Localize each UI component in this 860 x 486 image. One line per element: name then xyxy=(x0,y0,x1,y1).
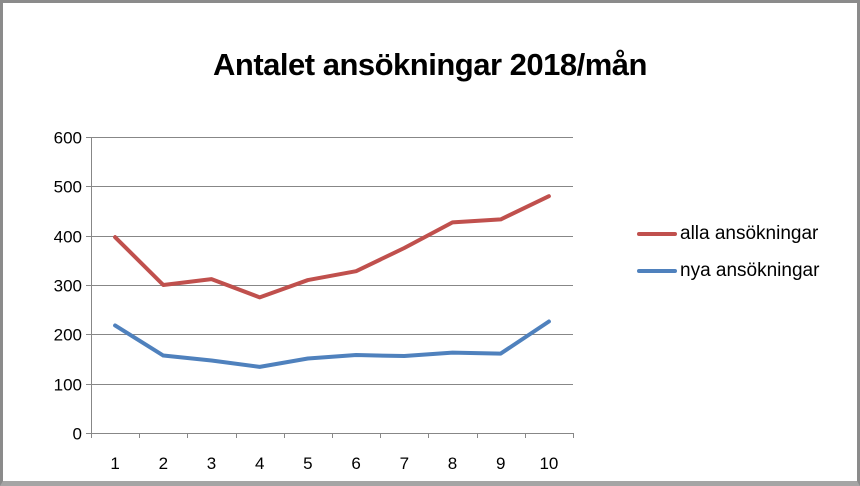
x-axis-tick-label: 10 xyxy=(539,454,558,473)
chart-title: Antalet ansökningar 2018/mån xyxy=(213,47,647,82)
y-axis-tick-label: 600 xyxy=(54,129,82,148)
y-axis-tick-label: 300 xyxy=(54,277,82,296)
y-axis-tick-label: 0 xyxy=(73,425,82,444)
legend-item-nya-ansokningar: nya ansökningar xyxy=(637,259,819,283)
series-line-0 xyxy=(113,194,551,300)
y-axis-tick-label: 200 xyxy=(54,326,82,345)
x-axis-tick-label: 4 xyxy=(255,454,264,473)
legend-line-swatch-blue xyxy=(637,269,677,273)
x-axis-tick-label: 6 xyxy=(351,454,360,473)
x-axis-tick-label: 3 xyxy=(207,454,216,473)
chart-legend: alla ansökningar nya ansökningar xyxy=(637,222,819,283)
x-axis-tick-label: 1 xyxy=(110,454,119,473)
x-axis-tick-label: 2 xyxy=(159,454,168,473)
x-axis-tick-label: 7 xyxy=(400,454,409,473)
legend-item-alla-ansokningar: alla ansökningar xyxy=(637,222,819,246)
x-axis-tick-label: 8 xyxy=(448,454,457,473)
line-chart-plot-area: 0 100 200 300 400 500 600 1 2 3 4 5 6 7 8 9 10 xyxy=(54,129,574,473)
x-axis-tick-label: 9 xyxy=(496,454,505,473)
y-axis-tick-label: 100 xyxy=(54,376,82,395)
legend-line-swatch-red xyxy=(637,232,677,236)
series-line-1 xyxy=(113,319,551,369)
y-axis-tick-label: 400 xyxy=(54,228,82,247)
legend-label: nya ansökningar xyxy=(680,260,820,281)
y-axis-tick-label: 500 xyxy=(54,178,82,197)
legend-label: alla ansökningar xyxy=(680,223,819,244)
x-axis-tick-label: 5 xyxy=(303,454,312,473)
